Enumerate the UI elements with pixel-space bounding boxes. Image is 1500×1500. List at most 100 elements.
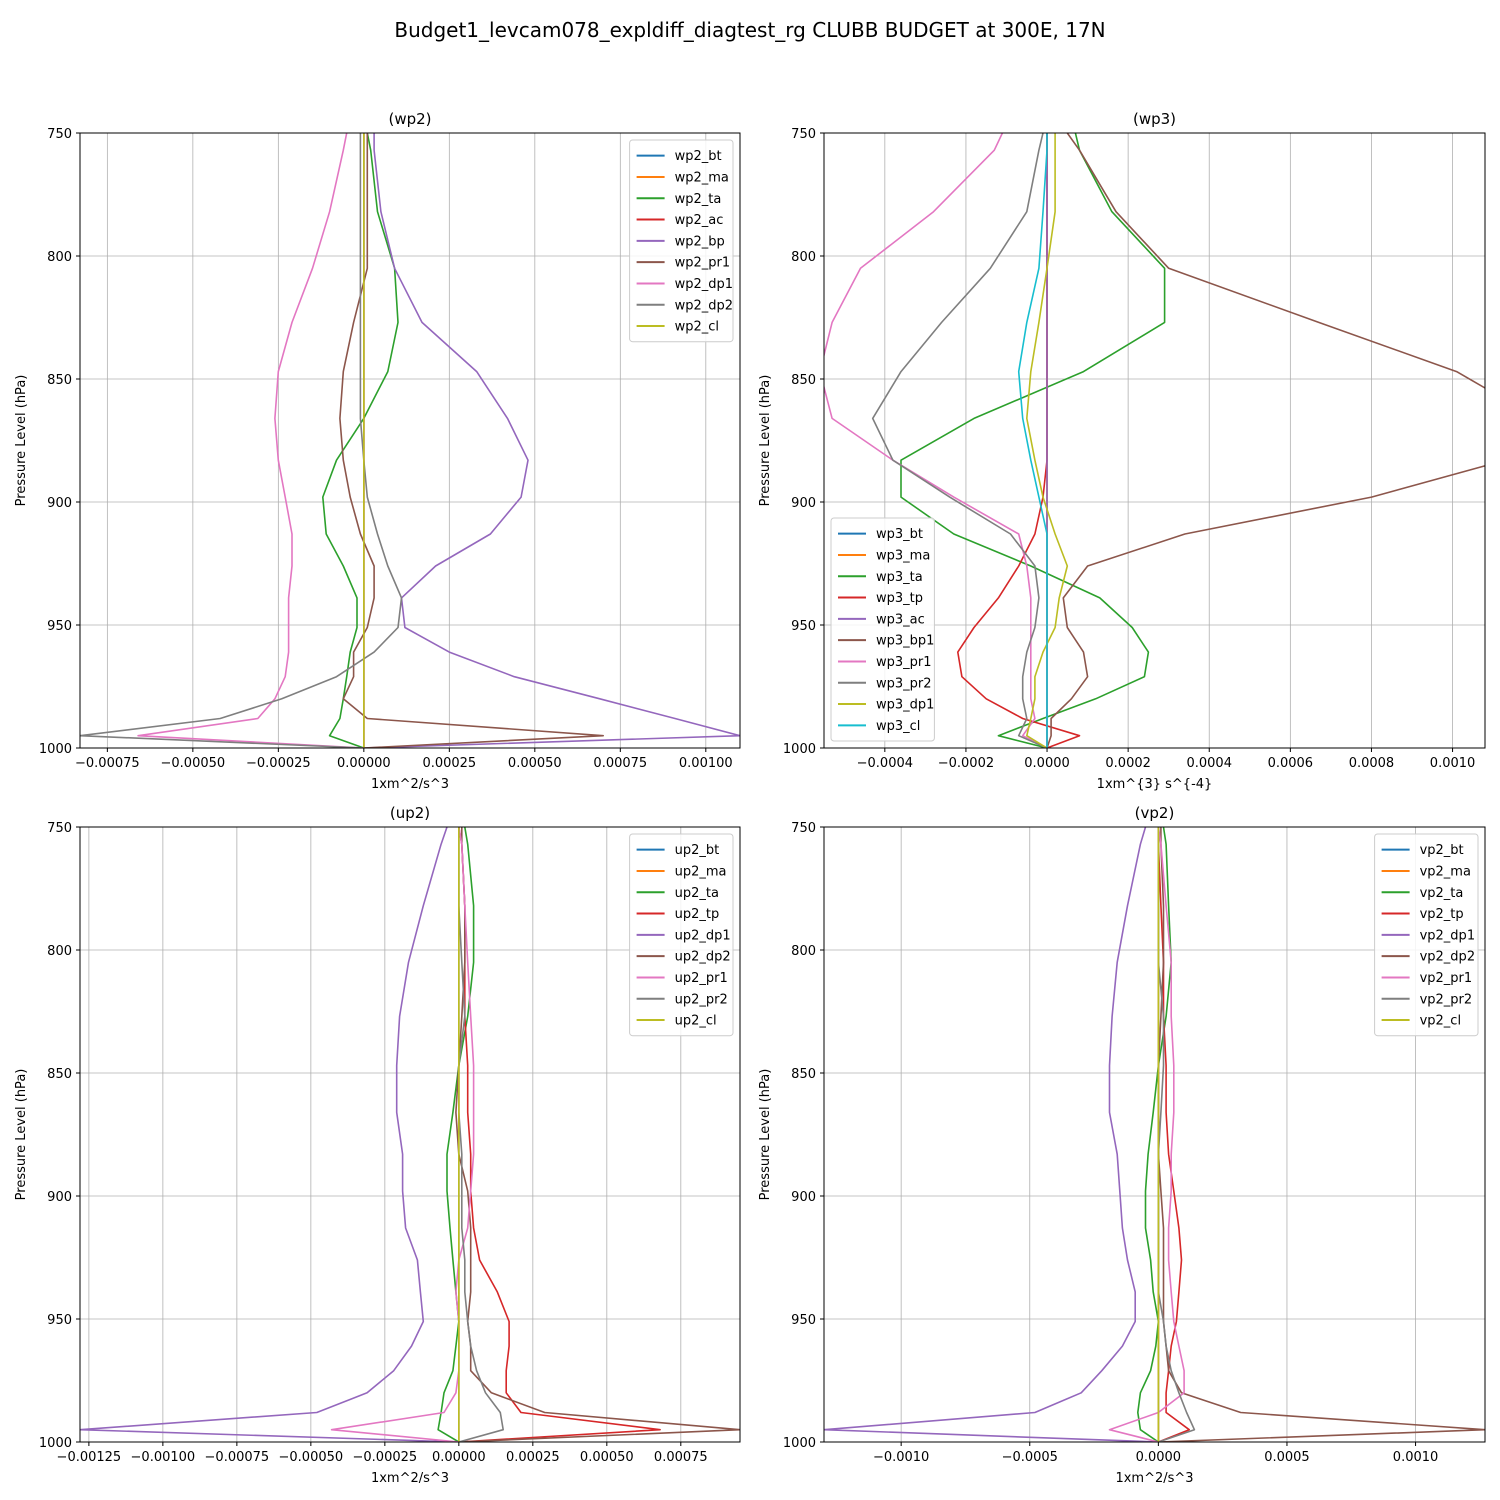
y-tick-label: 800 [791,944,816,959]
legend-label: wp3_tp [876,591,923,606]
series-line-wp3_pr2 [871,133,1048,748]
series-line-wp2_pr1 [339,133,605,748]
figure-title: Budget1_levcam078_expldiff_diagtest_rg C… [394,18,1105,42]
axes-frame [823,132,1486,749]
x-tick-label: −0.0010 [873,1450,929,1465]
series-lines [824,133,1485,748]
x-tick-label: 0.0006 [1268,756,1314,771]
legend: up2_bt up2_ma up2_ta up2_tp up2_dp1 up2_dp2up… [629,833,734,1037]
x-axis-label: 1xm^{3} s^{-4} [1097,777,1213,792]
x-tick-label: −0.0005 [1002,1450,1058,1465]
legend-label: vp2_ta [1420,886,1464,901]
y-tick-label: 750 [47,127,72,142]
x-tick-label: 0.0000 [1024,756,1070,771]
legend-label: vp2_ma [1420,864,1471,879]
axes-frame [79,132,741,749]
legend-label: vp2_pr2 [1420,992,1473,1007]
legend-label: wp2_ma [675,170,729,185]
legend: wp3_bt wp3_ma wp3_ta wp3_tp wp3_ac wp3_bp1 wp3… [830,517,935,742]
panel-title: (wp2) [388,110,431,128]
y-tick-label: 1000 [39,742,72,757]
x-tick-label: 0.00000 [337,756,391,771]
y-tick-label: 900 [47,1190,72,1205]
x-tick-label: −0.00075 [205,1450,270,1465]
legend-box [629,833,734,1037]
y-axis-label: Pressure Level (hPa) [758,375,773,507]
series-line-vp2_pr1 [1108,827,1185,1442]
y-tick-label: 850 [47,373,72,388]
x-axis-label: 1xm^2/s^3 [1115,1471,1193,1486]
y-tick-label: 850 [791,1067,816,1082]
y-tick-label: 900 [791,1190,816,1205]
y-tick-label: 1000 [39,1436,72,1451]
series-line-wp3_bp1 [1046,133,1485,748]
legend-label: vp2_tp [1420,907,1464,922]
x-tick-label: 0.0000 [1136,1450,1182,1465]
legend-box [629,139,734,343]
legend-label: wp3_pr2 [876,676,932,691]
legend-label: up2_ta [675,886,719,901]
panels: −0.00075 −0.00050 −0.00025 0.00000 0.00025 0.… [14,110,1486,1486]
legend-label: wp2_ac [675,213,724,228]
x-tick-label: −0.00025 [246,756,311,771]
panel-title: (vp2) [1135,804,1175,822]
y-tick-label: 950 [47,1313,72,1328]
x-tick-label: 0.0010 [1393,1450,1439,1465]
panel-title: (up2) [390,804,430,822]
y-tick-label: 1000 [783,1436,816,1451]
panel-up2: −0.00125 −0.00100 −0.00075 −0.00050 −0.00025… [14,804,741,1486]
legend-label: wp2_cl [675,320,719,335]
y-tick-label: 900 [791,496,816,511]
x-tick-label: 0.0004 [1186,756,1232,771]
axes-frame [823,826,1486,1443]
y-axis-label: Pressure Level (hPa) [758,1069,773,1201]
series-lines [80,133,740,748]
x-tick-label: 0.00075 [654,1450,708,1465]
panel-title: (wp3) [1133,110,1176,128]
y-axis-label: Pressure Level (hPa) [14,375,29,507]
legend-label: up2_tp [675,907,720,922]
y-tick-label: 750 [791,821,816,836]
x-tick-label: 0.00050 [508,756,562,771]
x-tick-label: −0.00125 [57,1450,122,1465]
panel-vp2: −0.0010 −0.0005 0.0000 0.0005 0.0010 750 800 85… [758,804,1486,1486]
legend-label: wp3_bp1 [876,634,934,649]
legend-label: up2_dp1 [675,928,731,943]
x-tick-label: 0.00100 [679,756,733,771]
legend-label: up2_cl [675,1014,717,1029]
legend-label: wp2_bp [675,234,725,249]
x-tick-label: −0.00075 [75,756,140,771]
legend-label: wp2_dp2 [675,298,733,313]
y-tick-label: 900 [47,496,72,511]
series-line-up2_pr2 [457,827,505,1442]
legend-label: up2_pr1 [675,971,728,986]
y-tick-label: 800 [47,250,72,265]
axes-frame [79,826,741,1443]
x-tick-label: −0.00050 [279,1450,344,1465]
series-line-wp3_ta [900,133,1166,748]
legend-label: up2_ma [675,864,727,879]
legend-box [1374,833,1479,1037]
y-axis-label: Pressure Level (hPa) [14,1069,29,1201]
legend-label: up2_pr2 [675,992,728,1007]
legend-label: wp3_ta [876,570,923,585]
y-tick-label: 950 [47,619,72,634]
series-line-vp2_dp2 [1157,827,1485,1442]
series-line-wp3_cl [1017,133,1048,748]
x-axis-label: 1xm^2/s^3 [371,1471,449,1486]
y-tick-label: 850 [47,1067,72,1082]
legend-label: wp3_dp1 [876,698,934,713]
y-tick-label: 800 [791,250,816,265]
x-tick-label: 0.00050 [580,1450,634,1465]
series-line-wp3_dp1 [1026,133,1069,748]
series-lines [824,827,1485,1442]
series-line-wp2_dp2 [80,133,403,748]
panel-wp3: −0.0004 −0.0002 0.0000 0.0002 0.0004 0.0006 0.… [758,110,1486,792]
series-line-vp2_dp1 [824,827,1159,1442]
legend-label: wp3_pr1 [876,655,932,670]
legend-label: wp3_cl [876,719,920,734]
legend-label: wp3_ma [876,548,930,563]
x-tick-label: −0.0004 [857,756,913,771]
legend-label: wp2_bt [675,149,722,164]
